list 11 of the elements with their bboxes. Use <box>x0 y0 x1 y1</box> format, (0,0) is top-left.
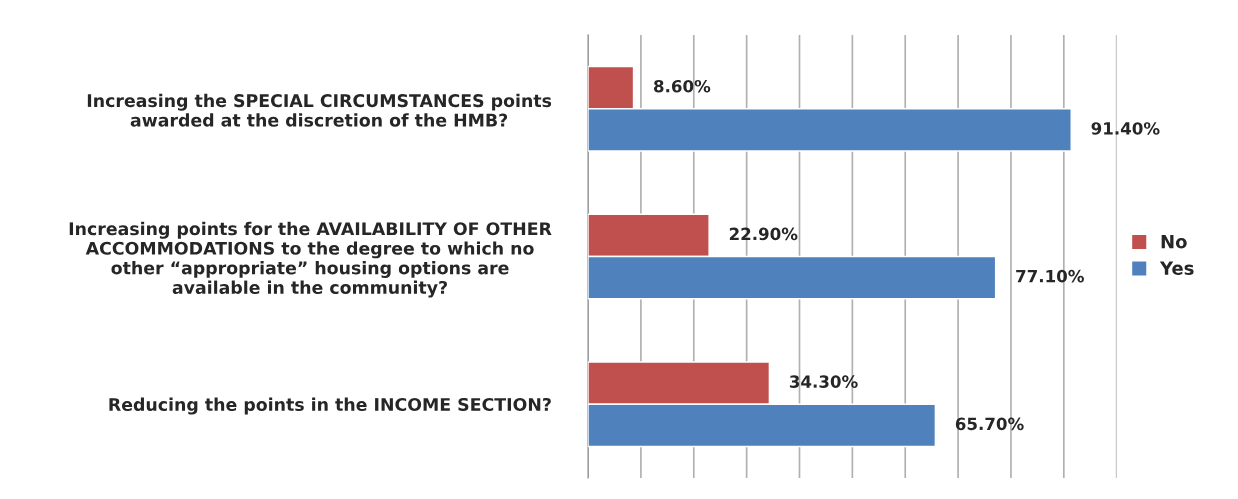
data-label: 91.40% <box>1091 122 1160 135</box>
y-tick-label: Increasing the SPECIAL CIRCUMSTANCES points awarded at the discretion of the HMB? <box>87 93 552 127</box>
data-label: 8.60% <box>653 79 711 93</box>
data-label: 77.10% <box>1016 269 1084 283</box>
data-label: 34.30% <box>789 375 858 388</box>
legend-label: No <box>1161 235 1187 249</box>
data-label: 65.70% <box>955 417 1024 431</box>
y-tick-label: Reducing the points in the INCOME SECTION? <box>109 397 551 415</box>
legend-label: Yes <box>1159 261 1194 275</box>
data-label: 22.90% <box>729 227 798 241</box>
y-tick-label: Increasing points for the AVAILABILITY OF OTHER ACCOMMODATIONS to the degree to which no other “appropriate” housing options are available in the community? <box>69 221 552 298</box>
